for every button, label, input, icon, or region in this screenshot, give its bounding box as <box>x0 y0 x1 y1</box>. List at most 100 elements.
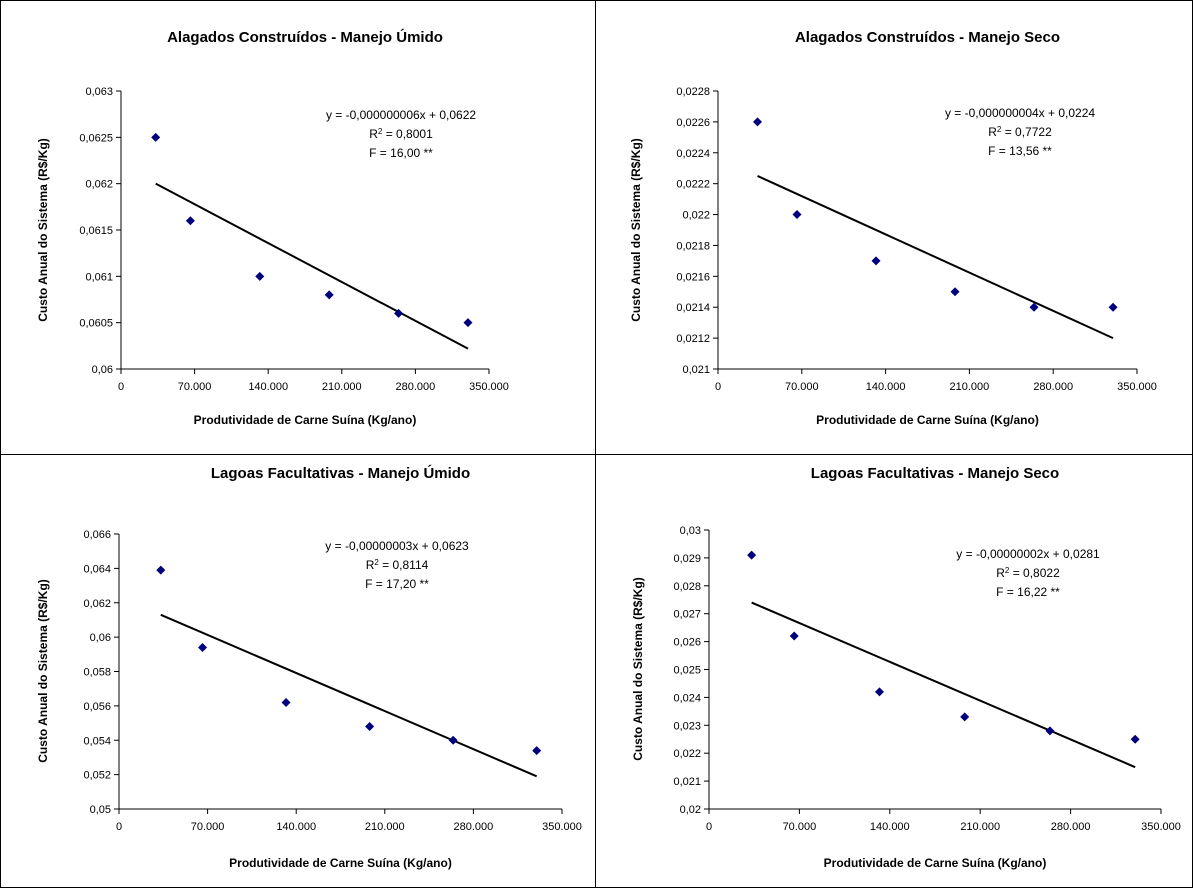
x-tick-label: 0 <box>706 821 712 833</box>
x-axis-title: Produtividade de Carne Suína (Kg/ano) <box>816 413 1039 427</box>
x-tick-label: 280.000 <box>1033 381 1073 393</box>
trendline <box>160 613 538 778</box>
chart-title: Alagados Construídos - Manejo Seco <box>795 29 1060 46</box>
x-tick-label: 280.000 <box>454 821 494 833</box>
chart-panel-lagoas-seco: Lagoas Facultativas - Manejo Seco 0,02 0,0… <box>596 455 1192 887</box>
y-tick-label: 0,0615 <box>79 225 113 237</box>
y-tick-label: 0,061 <box>85 271 113 283</box>
r-squared-label: R2 = 0,7722 <box>988 125 1052 140</box>
data-point <box>255 271 265 281</box>
y-tick-label: 0,024 <box>673 692 701 704</box>
trendline <box>757 175 1114 340</box>
x-axis-title: Produtividade de Carne Suína (Kg/ano) <box>229 856 452 870</box>
r-squared-superscript: 2 <box>997 125 1002 134</box>
y-tick-label: 0,023 <box>673 720 701 732</box>
data-point <box>753 117 763 127</box>
data-point <box>960 712 970 722</box>
data-point <box>871 256 881 266</box>
x-axis-title: Produtividade de Carne Suína (Kg/ano) <box>194 413 417 427</box>
y-tick-label: 0,062 <box>85 179 113 191</box>
y-axis-title: Custo Anual do Sistema (R$/Kg) <box>36 579 50 763</box>
chart-panel-alagados-umido: Alagados Construídos - Manejo Úmido 0,06 0… <box>1 1 595 454</box>
panel-divider-horizontal <box>1 454 1192 455</box>
y-tick-label: 0,058 <box>83 667 111 679</box>
data-point <box>747 550 757 560</box>
x-tick-label: 0 <box>116 821 122 833</box>
f-statistic-label: F = 16,00 ** <box>369 146 433 160</box>
x-tick-label: 210.000 <box>960 821 1000 833</box>
r-squared-symbol: R <box>988 125 997 139</box>
x-tick-label: 140.000 <box>870 821 910 833</box>
x-tick-label: 350.000 <box>469 381 509 393</box>
y-tick-label: 0,03 <box>680 525 701 537</box>
x-tick-label: 70.000 <box>178 381 212 393</box>
data-point <box>532 746 542 756</box>
r-squared-label: R2 = 0,8114 <box>366 558 429 573</box>
y-tick-label: 0,06 <box>92 364 113 376</box>
data-point <box>281 697 291 707</box>
data-point <box>151 132 161 142</box>
x-tick-label: 210.000 <box>322 381 362 393</box>
y-tick-label: 0,021 <box>673 776 701 788</box>
data-point <box>1130 734 1140 744</box>
data-point <box>792 210 802 220</box>
y-tick-label: 0,05 <box>90 804 111 816</box>
y-tick-label: 0,027 <box>673 609 701 621</box>
equation-label: y = -0,000000006x + 0,0622 <box>326 108 476 122</box>
chart-alagados-seco: Alagados Construídos - Manejo Seco 0,021 0… <box>629 29 1157 427</box>
x-tick-label: 70.000 <box>191 821 225 833</box>
y-tick-label: 0,022 <box>682 210 710 222</box>
r-squared-value: = 0,7722 <box>1001 125 1052 139</box>
f-statistic-label: F = 17,20 ** <box>365 577 429 591</box>
r-squared-superscript: 2 <box>378 127 383 136</box>
f-statistic-label: F = 16,22 ** <box>996 585 1060 599</box>
data-point <box>324 290 334 300</box>
equation-label: y = -0,00000002x + 0,0281 <box>956 547 1100 561</box>
x-tick-label: 70.000 <box>783 821 817 833</box>
data-point <box>185 216 195 226</box>
x-tick-label: 140.000 <box>276 821 316 833</box>
data-point <box>156 565 166 575</box>
y-tick-label: 0,025 <box>673 665 701 677</box>
chart-lagoas-seco: Lagoas Facultativas - Manejo Seco 0,02 0,0… <box>631 465 1181 870</box>
y-tick-label: 0,029 <box>673 553 701 565</box>
data-point <box>448 735 458 745</box>
data-point <box>463 318 473 328</box>
data-point <box>198 642 208 652</box>
y-tick-label: 0,0222 <box>676 179 710 191</box>
equation-label: y = -0,000000004x + 0,0224 <box>945 106 1095 120</box>
data-point <box>1108 302 1118 312</box>
data-point <box>1045 726 1055 736</box>
data-point <box>365 722 375 731</box>
y-tick-label: 0,056 <box>83 701 111 713</box>
chart-title: Lagoas Facultativas - Manejo Úmido <box>211 464 470 482</box>
data-point <box>950 287 960 297</box>
y-tick-label: 0,06 <box>90 632 111 644</box>
x-tick-label: 70.000 <box>785 381 819 393</box>
r-squared-label: R2 = 0,8001 <box>369 127 433 142</box>
chart-title: Alagados Construídos - Manejo Úmido <box>167 28 443 46</box>
y-tick-label: 0,062 <box>83 598 111 610</box>
x-tick-label: 210.000 <box>365 821 405 833</box>
r-squared-superscript: 2 <box>1005 566 1010 575</box>
y-tick-label: 0,0214 <box>676 302 710 314</box>
y-tick-label: 0,0212 <box>676 333 710 345</box>
r-squared-label: R2 = 0,8022 <box>996 566 1060 581</box>
chart-lagoas-umido: Lagoas Facultativas - Manejo Úmido 0,05 0,… <box>36 464 582 870</box>
x-tick-label: 280.000 <box>396 381 436 393</box>
r-squared-symbol: R <box>366 558 375 572</box>
y-tick-label: 0,0226 <box>676 117 710 129</box>
x-tick-label: 210.000 <box>950 381 990 393</box>
data-point <box>874 687 884 697</box>
r-squared-superscript: 2 <box>374 558 379 567</box>
y-tick-label: 0,0605 <box>79 318 113 330</box>
panel-divider-vertical <box>595 1 596 887</box>
r-squared-value: = 0,8001 <box>382 127 433 141</box>
trendline <box>155 182 469 350</box>
trendline <box>751 601 1136 769</box>
chart-alagados-umido: Alagados Construídos - Manejo Úmido0,060… <box>36 28 509 427</box>
x-tick-label: 0 <box>118 381 124 393</box>
y-axis-title: Custo Anual do Sistema (R$/Kg) <box>631 577 645 761</box>
y-tick-label: 0,02 <box>680 804 701 816</box>
